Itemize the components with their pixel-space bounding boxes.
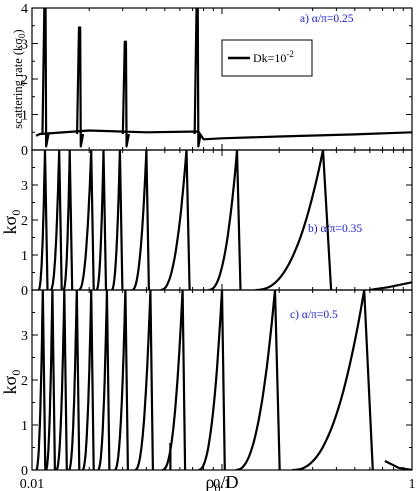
panel-c-peak-11 [292, 290, 374, 470]
panel-a-baseline [35, 129, 412, 141]
y-tick-label-a-0: 0 [21, 144, 28, 159]
x-tick-label-2: 1 [409, 477, 416, 491]
x-tick-label-0: 0.01 [20, 477, 45, 491]
y-tick-label-a-2: 2 [21, 73, 28, 88]
x-axis-label-sub: 0 [214, 481, 220, 491]
panel-c-y-label: kσ0 [0, 370, 23, 395]
x-axis: 0.01 0.1 1 [20, 477, 416, 491]
y-tick-label-a-1: 1 [21, 109, 28, 124]
panel-a-resonance-3 [193, 8, 202, 148]
panel-a-y-label-main: scattering rate (kσ [11, 38, 25, 129]
panel-c-curves [35, 290, 412, 470]
x-tick-label-1: 0.1 [213, 477, 231, 491]
panel-c-peak-8 [162, 290, 187, 470]
panel-c-peak-7 [134, 290, 154, 470]
panel-b-peak-9 [255, 150, 333, 290]
panel-a-resonance-0 [41, 8, 50, 148]
panel-b-peak-1 [49, 150, 63, 290]
panel-b-peak-5 [110, 150, 124, 290]
panel-a-y-label-sub: 0 [17, 33, 27, 38]
y-tick-label-c-2: 2 [21, 374, 28, 389]
legend-label-sup: -2 [286, 49, 294, 59]
panel-a-annotation: a) α/π=0.25 [300, 13, 354, 25]
panel-b-y-label-main: kσ [0, 215, 20, 234]
panel-c-tail [384, 460, 412, 470]
legend-label: Dk=10-2 [253, 49, 294, 65]
panel-c-peak-2 [55, 290, 68, 470]
panel-b-y-label-sub: 0 [9, 210, 23, 216]
panel-a-frame [31, 7, 413, 151]
panel-b-peak-8 [208, 150, 242, 290]
panel-c-peak-5 [97, 290, 111, 470]
panel-b-peak-2 [62, 150, 74, 290]
panel-b-y-label: kσ0 [0, 210, 23, 235]
panel-b-peak-4 [95, 150, 108, 290]
x-axis-label-tail: /D [220, 472, 238, 491]
panel-a: 0 1 2 3 4 a) α/π=0.25 Dk=10-2 scattering rat… [11, 2, 413, 159]
legend: Dk=10-2 [221, 39, 313, 77]
y-tick-label-b-2: 2 [21, 214, 28, 229]
panel-a-resonance-1 [75, 26, 85, 148]
panel-a-y-label-tail: ) [11, 29, 25, 33]
legend-label-main: Dk=10 [253, 51, 286, 65]
y-tick-label-b-1: 1 [21, 249, 28, 264]
panel-b-peak-7 [160, 150, 191, 290]
y-tick-label-b-0: 0 [21, 284, 28, 299]
panel-a-resonance-2 [121, 40, 130, 148]
y-tick-label-b-3: 3 [21, 179, 28, 194]
panel-c-peak-0 [35, 290, 47, 470]
panel-c-y-label-main: kσ [0, 375, 20, 394]
panel-c-y-label-sub: 0 [9, 370, 23, 376]
y-tick-label-c-3: 3 [21, 329, 28, 344]
panel-c-peak-10 [235, 290, 281, 470]
panel-a-y-ticks: 0 1 2 3 4 [21, 2, 413, 159]
y-tick-label-c-1: 1 [21, 419, 28, 434]
y-tick-label-a-3: 3 [21, 38, 28, 53]
panel-b-tail [369, 281, 412, 290]
panel-b-peak-6 [131, 150, 150, 290]
panel-c-peak-9 [198, 290, 226, 470]
panel-b-peak-0 [37, 150, 49, 290]
y-tick-label-c-0: 0 [21, 464, 28, 479]
panel-b-annotation: b) α/π=0.35 [308, 223, 362, 235]
panel-b-curves [37, 150, 412, 290]
panel-c-peak-1 [44, 290, 56, 470]
y-tick-label-a-4: 4 [21, 2, 28, 17]
panel-c-annotation: c) α/π=0.5 [290, 309, 338, 321]
panel-a-curves [35, 8, 412, 148]
x-axis-label: ρ0/D [206, 472, 239, 491]
panel-c-peak-3 [67, 290, 81, 470]
x-axis-label-main: ρ [206, 472, 215, 491]
panel-a-y-label: scattering rate (kσ0) [11, 29, 27, 128]
panel-c-peak-6 [113, 290, 129, 470]
panel-b-peak-3 [78, 150, 95, 290]
panel-c-peak-4 [81, 290, 95, 470]
